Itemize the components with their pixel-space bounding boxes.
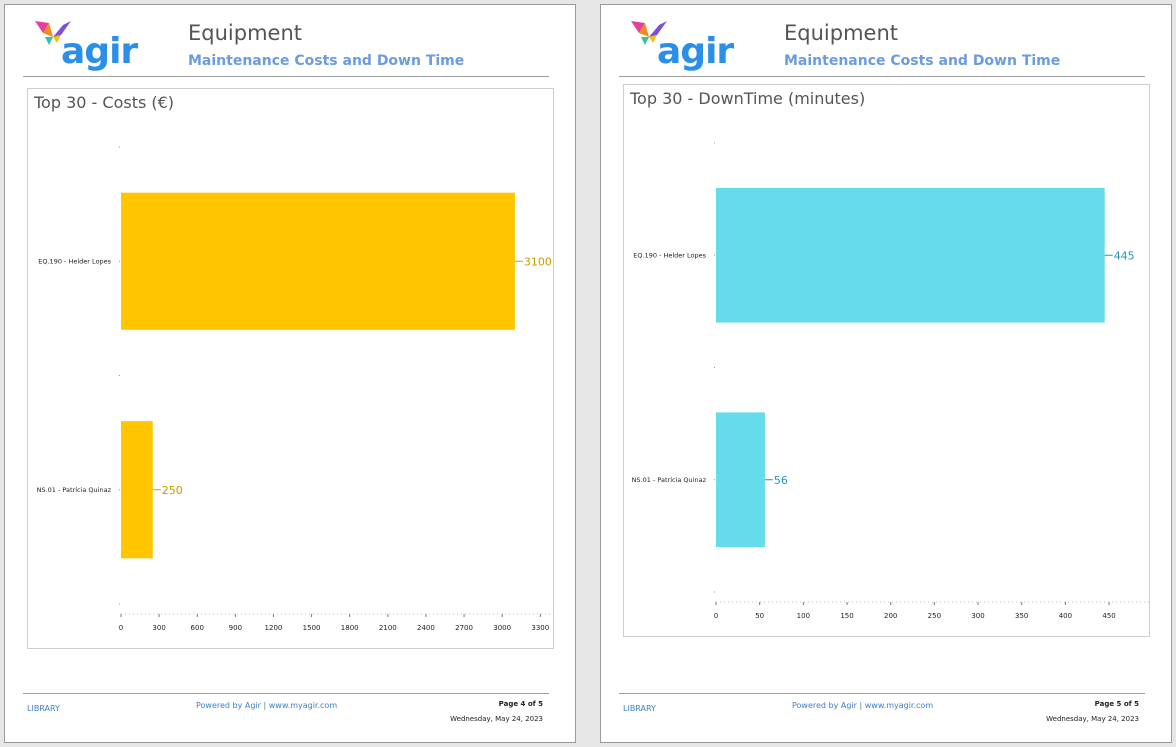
footer-divider (619, 693, 1145, 694)
header-divider (23, 76, 549, 77)
data-label: 250 (162, 484, 183, 497)
x-tick-label: 3000 (493, 624, 511, 632)
costs-chart: Top 30 - Costs (€) 3100 EQ.190 - Helder L… (27, 88, 555, 649)
logo-wordmark: agir (61, 31, 138, 72)
x-tick-label: 900 (229, 624, 242, 632)
report-page-costs: agir Equipment Maintenance Costs and Dow… (4, 4, 576, 743)
chart-title: Top 30 - DownTime (minutes) (630, 89, 866, 108)
x-tick-label: 2100 (379, 624, 397, 632)
footer-date: Wednesday, May 24, 2023 (450, 715, 543, 723)
report-title: Equipment (188, 21, 302, 45)
x-tick-label: 300 (971, 612, 984, 620)
logo-wordmark: agir (657, 31, 734, 72)
x-tick-label: 0 (119, 624, 123, 632)
x-tick-label: 1500 (303, 624, 321, 632)
footer-page-number: Page 4 of 5 (498, 700, 543, 708)
header-divider (619, 76, 1145, 77)
x-tick-label: 2700 (455, 624, 473, 632)
bar (716, 187, 1105, 323)
footer-powered-by-link[interactable]: Powered by Agir | www.myagir.com (196, 701, 338, 710)
x-tick-label: 1800 (341, 624, 359, 632)
x-tick-label: 2400 (417, 624, 435, 632)
downtime-chart: Top 30 - DownTime (minutes) 445 EQ.190 - … (623, 84, 1151, 637)
category-label: NS.01 - Patrícia Quinaz (37, 486, 112, 494)
costs-chart-plot: 3100 EQ.190 - Helder Lopes 250 NS.01 - Patr… (37, 146, 555, 632)
x-tick-label: 600 (191, 624, 204, 632)
footer-page-number: Page 5 of 5 (1094, 700, 1139, 708)
agir-logo: agir (33, 19, 143, 79)
x-tick-label: 350 (1015, 612, 1028, 620)
category-label: EQ.190 - Helder Lopes (633, 251, 706, 259)
bar (121, 192, 515, 330)
bar (121, 421, 153, 559)
x-tick-label: 400 (1059, 612, 1072, 620)
x-tick-label: 0 (714, 612, 718, 620)
report-page-downtime: agir Equipment Maintenance Costs and Dow… (600, 4, 1172, 743)
x-tick-label: 250 (928, 612, 941, 620)
category-label: NS.01 - Patrícia Quinaz (632, 476, 707, 484)
x-tick-label: 3300 (531, 624, 549, 632)
footer-powered-by-link[interactable]: Powered by Agir | www.myagir.com (792, 701, 934, 710)
report-subtitle: Maintenance Costs and Down Time (188, 53, 465, 69)
bird-logo-icon (631, 21, 667, 45)
footer-library: LIBRARY (27, 704, 60, 713)
chart-title: Top 30 - Costs (€) (34, 93, 175, 112)
report-subtitle: Maintenance Costs and Down Time (784, 53, 1061, 69)
footer-library: LIBRARY (623, 704, 656, 713)
x-tick-label: 450 (1102, 612, 1115, 620)
footer-divider (23, 693, 549, 694)
data-label: 56 (774, 474, 788, 487)
category-label: EQ.190 - Helder Lopes (38, 257, 111, 265)
agir-logo: agir (629, 19, 739, 79)
footer-date: Wednesday, May 24, 2023 (1046, 715, 1139, 723)
x-tick-label: 50 (755, 612, 764, 620)
x-tick-label: 300 (152, 624, 165, 632)
downtime-chart-plot: 445 EQ.190 - Helder Lopes 56 NS.01 - Patríc… (632, 142, 1151, 620)
bar (716, 412, 765, 548)
x-tick-label: 200 (884, 612, 897, 620)
report-title: Equipment (784, 21, 898, 45)
x-tick-label: 1200 (265, 624, 283, 632)
x-tick-label: 150 (840, 612, 853, 620)
data-label: 445 (1114, 249, 1135, 262)
bird-logo-icon (35, 21, 71, 45)
x-tick-label: 100 (797, 612, 810, 620)
data-label: 3100 (524, 255, 552, 268)
